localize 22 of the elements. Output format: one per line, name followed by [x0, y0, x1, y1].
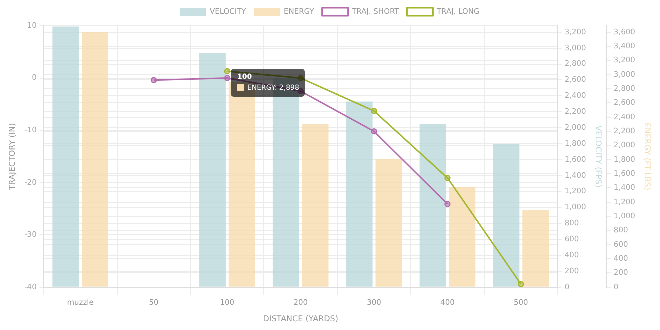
point	[444, 175, 451, 182]
y-axis-title: TRAJECTORY (IN)	[8, 123, 17, 192]
bar	[200, 53, 226, 287]
bar	[376, 159, 402, 287]
bar	[52, 26, 80, 287]
y3-axis-title: ENERGY (FT-LBS)	[643, 122, 652, 190]
bar	[302, 124, 329, 287]
point	[224, 68, 231, 75]
bar	[493, 144, 520, 287]
point	[371, 128, 378, 135]
bar	[449, 188, 476, 287]
point	[224, 75, 231, 82]
point	[518, 281, 524, 288]
bar	[82, 32, 108, 287]
bar	[420, 124, 446, 287]
y2-axis-title: VELOCITY (FPS)	[594, 126, 604, 188]
point	[150, 77, 158, 84]
point	[444, 201, 451, 208]
point	[371, 108, 378, 114]
bar	[522, 210, 550, 287]
bar	[346, 102, 373, 287]
x-axis-title: DISTANCE (YARDS)	[263, 314, 338, 324]
